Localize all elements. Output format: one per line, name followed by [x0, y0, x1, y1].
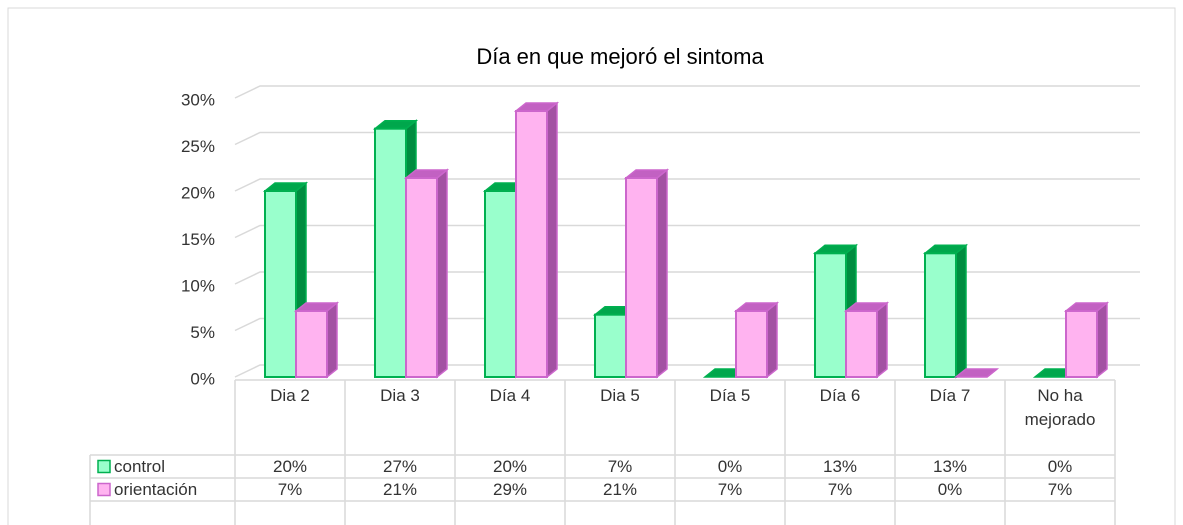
data-label: 0% — [718, 457, 743, 476]
bar-front — [845, 309, 878, 378]
bar-front — [374, 127, 407, 378]
bar — [293, 301, 340, 379]
bar — [1063, 301, 1110, 379]
legend-swatch — [97, 459, 111, 474]
bar-front — [484, 190, 517, 378]
bar-front — [295, 309, 328, 378]
y-tick-label: 25% — [181, 137, 215, 156]
legend-swatch — [97, 482, 111, 497]
bar — [733, 301, 780, 379]
grid-line — [234, 224, 1140, 239]
bar — [922, 243, 969, 379]
x-tick-box: Día 4 — [489, 386, 531, 405]
x-tick-label: Día 6 — [819, 386, 861, 405]
bar — [953, 368, 1000, 378]
data-label: 13% — [933, 457, 967, 476]
x-tick-box: Día 6 — [819, 386, 861, 405]
x-tick-box: Dia 5 — [600, 386, 640, 405]
chart-title: Día en que mejoró el sintoma — [476, 44, 764, 69]
data-label: 0% — [938, 480, 963, 499]
data-label: 21% — [383, 480, 417, 499]
grid-line — [234, 85, 1140, 99]
x-tick-label: No ha mejorado — [1024, 386, 1096, 429]
bar-front — [264, 190, 297, 378]
bar-side — [546, 101, 558, 379]
grid-line — [234, 131, 1140, 146]
y-tick-label: 0% — [190, 369, 215, 388]
legend-label: orientación — [114, 480, 197, 499]
bar — [623, 168, 670, 379]
bar-side — [656, 168, 668, 379]
bar-front — [924, 252, 957, 378]
chart-border — [7, 7, 1176, 525]
data-label: 29% — [493, 480, 527, 499]
x-tick-label: Día 7 — [929, 386, 971, 405]
x-tick-box: Dia 3 — [380, 386, 420, 405]
x-tick-box: Día 7 — [929, 386, 971, 405]
y-tick-label: 15% — [181, 230, 215, 249]
y-tick-label: 10% — [181, 276, 215, 295]
bar — [403, 168, 450, 379]
data-label: 7% — [278, 480, 303, 499]
bar-side — [876, 301, 888, 379]
bar-front — [594, 313, 627, 379]
data-label: 20% — [273, 457, 307, 476]
bar-side — [326, 301, 338, 379]
y-tick-label: 5% — [190, 323, 215, 342]
x-tick-label: Dia 3 — [380, 386, 420, 405]
data-label: 27% — [383, 457, 417, 476]
bar — [843, 301, 890, 379]
data-label: 21% — [603, 480, 637, 499]
bar-side — [436, 168, 448, 379]
data-label: 7% — [608, 457, 633, 476]
x-tick-label: Día 5 — [709, 386, 751, 405]
x-tick-label: Dia 5 — [600, 386, 640, 405]
bar-side — [955, 243, 967, 379]
bar-front — [814, 252, 847, 378]
bar-front — [735, 309, 768, 378]
data-label: 7% — [828, 480, 853, 499]
y-tick-label: 20% — [181, 183, 215, 202]
y-tick-label: 30% — [181, 90, 215, 109]
bar-front — [405, 176, 438, 378]
bar-front — [1065, 309, 1098, 378]
x-tick-label: Día 4 — [489, 386, 531, 405]
data-label: 13% — [823, 457, 857, 476]
legend-label: control — [114, 457, 165, 476]
bar-top — [953, 368, 1000, 378]
data-label: 7% — [1048, 480, 1073, 499]
data-label: 0% — [1048, 457, 1073, 476]
bar-front — [515, 110, 548, 379]
bar-front — [625, 176, 658, 378]
x-tick-label: Dia 2 — [270, 386, 310, 405]
bar — [513, 101, 560, 379]
x-tick-box: Dia 2 — [270, 386, 310, 405]
data-label: 20% — [493, 457, 527, 476]
bar-side — [766, 301, 778, 379]
x-tick-box: Día 5 — [709, 386, 751, 405]
bar-side — [1096, 301, 1108, 379]
x-tick-box: No ha mejorado — [1024, 386, 1096, 429]
data-label: 7% — [718, 480, 743, 499]
grid-line — [234, 178, 1140, 192]
